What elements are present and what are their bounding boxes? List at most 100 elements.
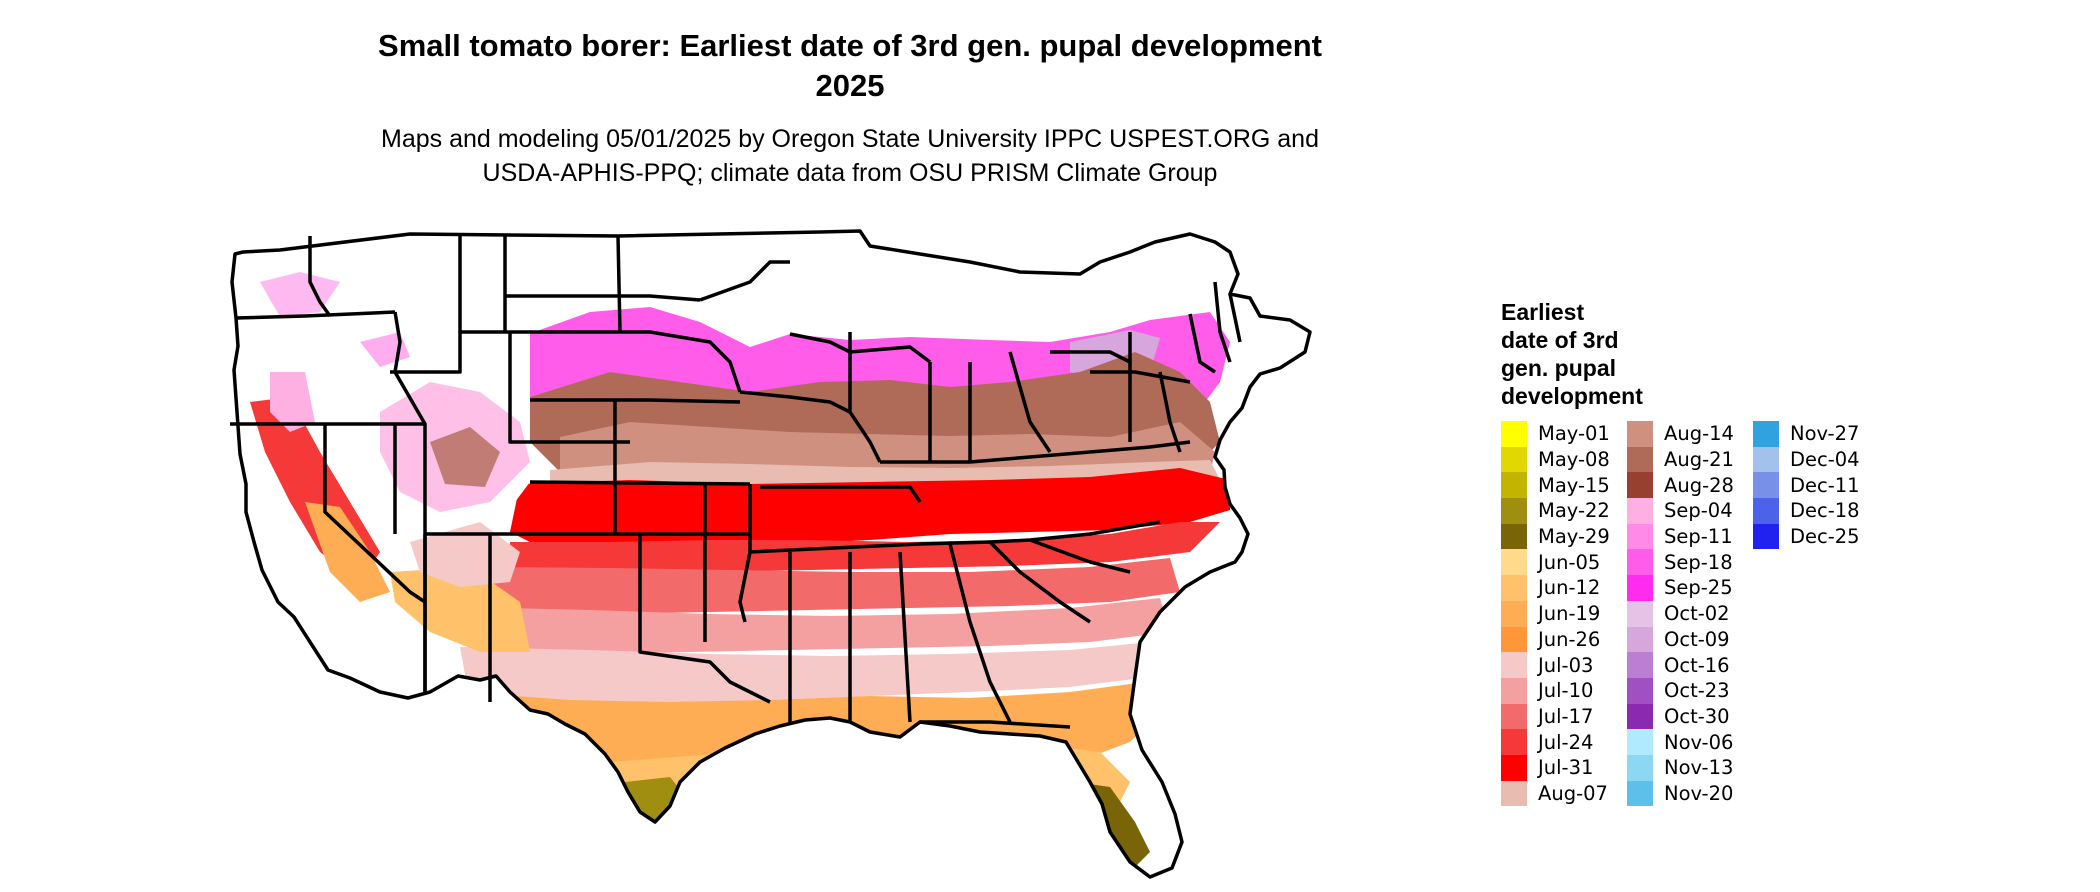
legend-swatch bbox=[1627, 446, 1653, 473]
legend-item: Jun-26 bbox=[1501, 626, 1627, 653]
legend-swatch bbox=[1501, 677, 1527, 704]
legend-swatch bbox=[1627, 549, 1653, 576]
legend-label: Sep-04 bbox=[1664, 499, 1733, 523]
legend-label: Nov-20 bbox=[1664, 781, 1734, 805]
legend-label: Nov-27 bbox=[1790, 422, 1860, 446]
legend-item: May-01 bbox=[1501, 421, 1627, 447]
legend-title-line: Earliest bbox=[1501, 299, 1585, 325]
legend-label: Oct-09 bbox=[1664, 627, 1730, 651]
legend-label: Dec-04 bbox=[1790, 448, 1860, 472]
legend-item: Dec-18 bbox=[1753, 498, 1879, 524]
legend-label: Aug-07 bbox=[1538, 781, 1608, 805]
legend-label: Jul-31 bbox=[1538, 756, 1594, 780]
legend-label: Jul-17 bbox=[1538, 704, 1594, 728]
legend-title-line: date of 3rd bbox=[1501, 327, 1619, 353]
legend-item: Jun-19 bbox=[1501, 600, 1627, 627]
legend-swatch bbox=[1501, 549, 1527, 576]
legend-swatch bbox=[1501, 780, 1527, 807]
legend-label: May-15 bbox=[1538, 473, 1610, 497]
legend-item: Oct-30 bbox=[1627, 703, 1753, 730]
legend-title: Earliest date of 3rd gen. pupal developm… bbox=[1501, 298, 1701, 410]
legend-swatch bbox=[1627, 703, 1653, 730]
legend-item: May-08 bbox=[1501, 446, 1627, 473]
legend-label: Jun-05 bbox=[1538, 550, 1601, 574]
legend-item: Dec-25 bbox=[1753, 523, 1879, 550]
legend-label: Oct-30 bbox=[1664, 704, 1730, 728]
legend-label: Aug-14 bbox=[1664, 422, 1734, 446]
legend-label: Dec-18 bbox=[1790, 499, 1860, 523]
map-title-line1: Small tomato borer: Earliest date of 3rd… bbox=[378, 28, 1322, 63]
legend-swatch bbox=[1627, 575, 1653, 601]
legend-swatch bbox=[1501, 498, 1527, 524]
legend-item: Aug-14 bbox=[1627, 421, 1753, 447]
legend-swatch bbox=[1501, 575, 1527, 601]
legend-label: Dec-25 bbox=[1790, 525, 1860, 549]
legend-swatch bbox=[1501, 600, 1527, 627]
legend-item: Jun-12 bbox=[1501, 575, 1627, 601]
legend-swatch bbox=[1627, 626, 1653, 653]
legend-swatch bbox=[1627, 780, 1653, 807]
legend-title-line: gen. pupal bbox=[1501, 355, 1616, 381]
legend-swatch bbox=[1501, 754, 1527, 781]
legend-swatch bbox=[1753, 523, 1779, 550]
legend-swatch bbox=[1753, 446, 1779, 473]
legend-item: Jul-31 bbox=[1501, 754, 1627, 781]
legend-item: May-29 bbox=[1501, 523, 1627, 550]
legend-swatch bbox=[1627, 600, 1653, 627]
legend-item: Jul-24 bbox=[1501, 729, 1627, 755]
us-map bbox=[230, 229, 1312, 879]
legend-label: Sep-18 bbox=[1664, 550, 1733, 574]
legend-swatch bbox=[1501, 652, 1527, 678]
legend-swatch bbox=[1501, 523, 1527, 550]
legend-label: Jul-10 bbox=[1538, 679, 1594, 703]
legend-column: Nov-27 Dec-04 Dec-11 Dec-18 Dec-25 bbox=[1753, 421, 1879, 806]
legend-label: Jun-12 bbox=[1538, 576, 1601, 600]
legend-swatch bbox=[1501, 421, 1527, 447]
legend-swatch bbox=[1627, 652, 1653, 678]
legend-item: Oct-09 bbox=[1627, 626, 1753, 653]
legend-item: Aug-28 bbox=[1627, 472, 1753, 499]
legend-label: Dec-11 bbox=[1790, 473, 1860, 497]
legend-label: Nov-06 bbox=[1664, 730, 1734, 754]
legend-item: Nov-13 bbox=[1627, 754, 1753, 781]
legend-label: May-01 bbox=[1538, 422, 1610, 446]
map-subtitle-line2: USDA-APHIS-PPQ; climate data from OSU PR… bbox=[482, 159, 1218, 187]
map-subtitle-line1: Maps and modeling 05/01/2025 by Oregon S… bbox=[381, 125, 1319, 153]
legend-item: May-22 bbox=[1501, 498, 1627, 524]
map-subtitle: Maps and modeling 05/01/2025 by Oregon S… bbox=[260, 122, 1440, 190]
legend-label: Oct-02 bbox=[1664, 602, 1730, 626]
legend-item: Oct-23 bbox=[1627, 677, 1753, 704]
legend-label: Jul-24 bbox=[1538, 730, 1594, 754]
legend-item: Oct-16 bbox=[1627, 652, 1753, 678]
legend-swatch bbox=[1501, 472, 1527, 499]
legend-swatch bbox=[1753, 472, 1779, 499]
legend-label: Sep-11 bbox=[1664, 525, 1733, 549]
legend-item: Jul-10 bbox=[1501, 677, 1627, 704]
state-boundaries bbox=[230, 229, 1312, 879]
legend-label: Oct-23 bbox=[1664, 679, 1730, 703]
legend-item: Jun-05 bbox=[1501, 549, 1627, 576]
legend-item: Dec-04 bbox=[1753, 446, 1879, 473]
legend: May-01 May-08 May-15 May-22 May-29 Jun-05 Jun-… bbox=[1501, 421, 1879, 807]
legend-swatch bbox=[1501, 703, 1527, 730]
legend-column: Aug-14 Aug-21 Aug-28 Sep-04 Sep-11 Sep-18 Sep-… bbox=[1627, 421, 1753, 807]
legend-item: Jul-03 bbox=[1501, 652, 1627, 678]
legend-swatch bbox=[1753, 498, 1779, 524]
legend-label: May-29 bbox=[1538, 525, 1610, 549]
legend-item: Jul-17 bbox=[1501, 703, 1627, 730]
legend-label: May-08 bbox=[1538, 448, 1610, 472]
legend-swatch bbox=[1501, 729, 1527, 755]
map-title: Small tomato borer: Earliest date of 3rd… bbox=[260, 26, 1440, 106]
legend-item: May-15 bbox=[1501, 472, 1627, 499]
legend-item: Sep-25 bbox=[1627, 575, 1753, 601]
legend-item: Sep-11 bbox=[1627, 523, 1753, 550]
legend-item: Sep-18 bbox=[1627, 549, 1753, 576]
legend-item: Nov-27 bbox=[1753, 421, 1879, 447]
legend-item: Nov-06 bbox=[1627, 729, 1753, 755]
legend-label: Sep-25 bbox=[1664, 576, 1733, 600]
legend-item: Nov-20 bbox=[1627, 780, 1753, 807]
legend-label: May-22 bbox=[1538, 499, 1610, 523]
legend-label: Nov-13 bbox=[1664, 756, 1734, 780]
legend-label: Aug-28 bbox=[1664, 473, 1734, 497]
legend-title-line: development bbox=[1501, 383, 1643, 409]
